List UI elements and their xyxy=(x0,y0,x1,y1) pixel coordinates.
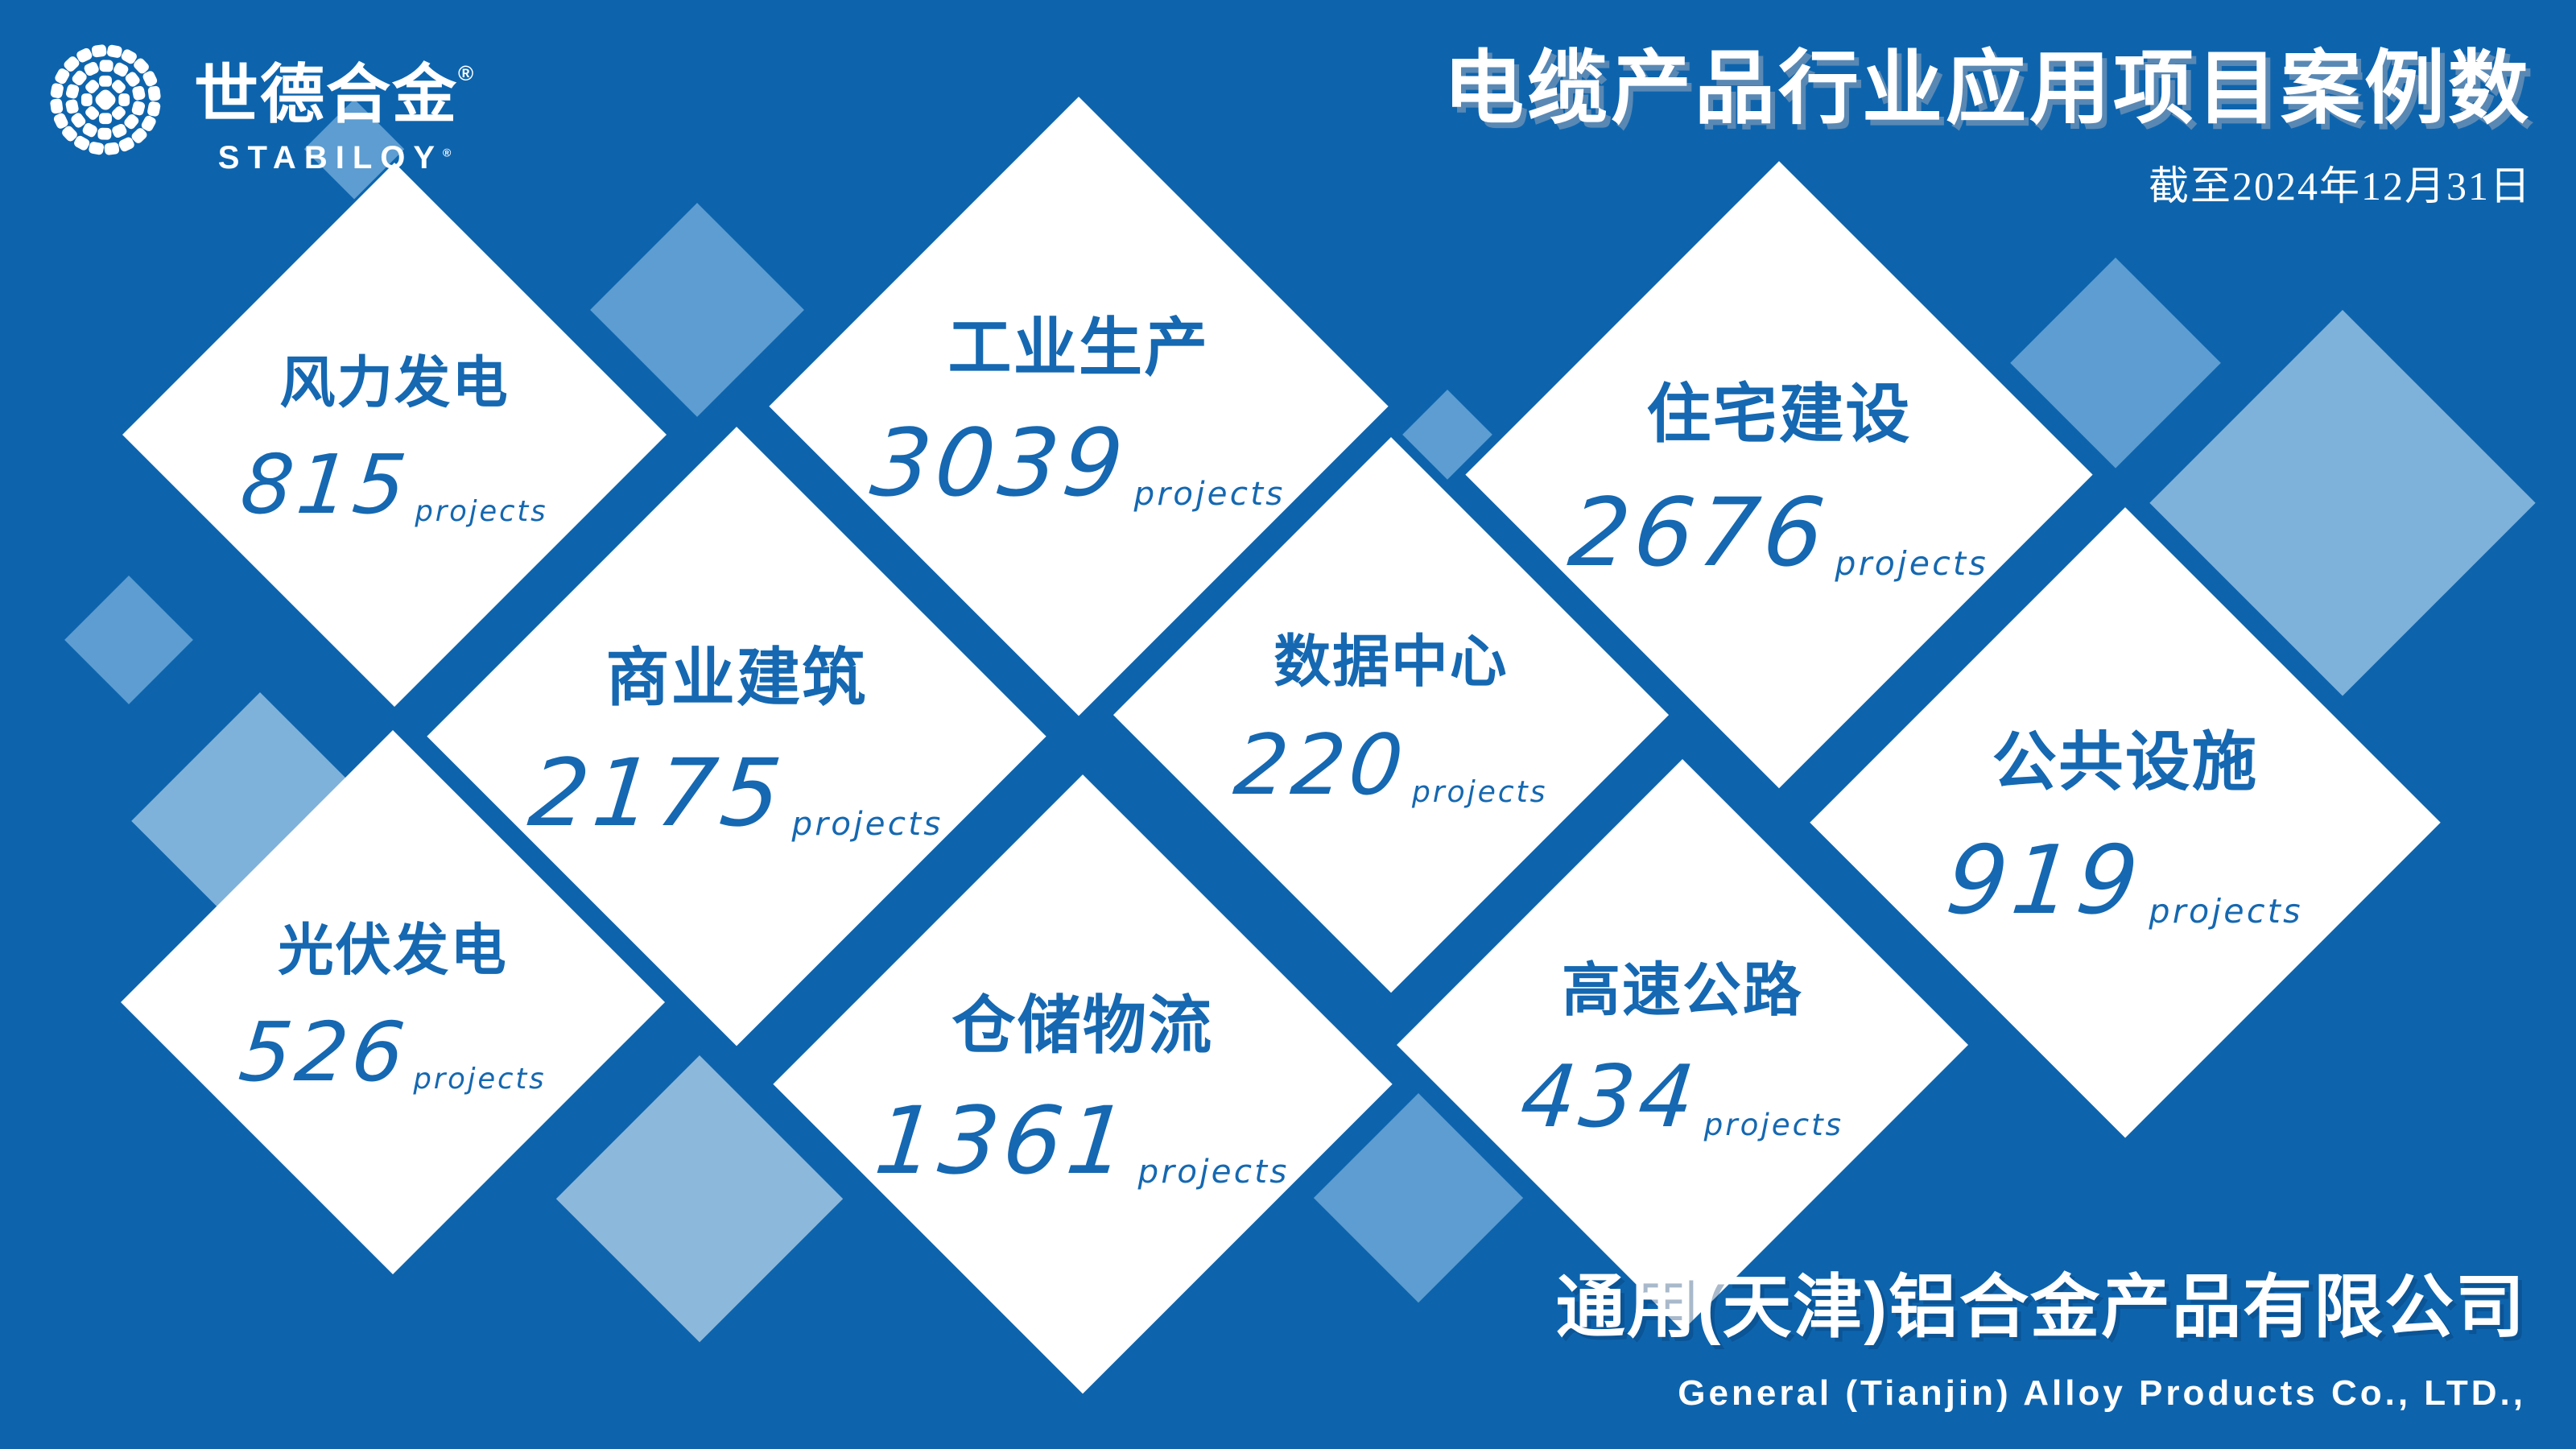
page-title: 电缆产品行业应用项目案例数 xyxy=(1443,43,2532,134)
sector-unit: projects xyxy=(1835,543,1988,583)
sector-value: 815 xyxy=(236,436,415,532)
sector-label: 数据中心 xyxy=(1274,629,1509,693)
sector-label: 工业生产 xyxy=(947,312,1210,384)
sector-label: 住宅建设 xyxy=(1646,378,1912,450)
sector-unit: projects xyxy=(2149,891,2303,931)
sector-value: 919 xyxy=(1941,825,2149,936)
sector-label: 仓储物流 xyxy=(952,990,1214,1062)
brand-name-en: STABILOY® xyxy=(217,140,452,175)
sector-unit: projects xyxy=(791,803,943,843)
sector-unit: projects xyxy=(1137,1151,1290,1191)
cable-cross-section-icon xyxy=(44,39,167,165)
sector-label: 高速公路 xyxy=(1562,958,1803,1024)
sector-value: 1361 xyxy=(870,1087,1137,1195)
footer-block: 通用(天津)铝合金产品有限公司 General (Tianjin) Alloy … xyxy=(1556,1250,2526,1414)
sector-unit: projects xyxy=(1411,774,1548,810)
sector-label: 商业建筑 xyxy=(605,642,868,714)
page-subtitle: 截至2024年12月31日 xyxy=(2149,163,2532,208)
company-name-en: General (Tianjin) Alloy Products Co., LT… xyxy=(1678,1373,2526,1413)
sector-unit: projects xyxy=(1133,473,1286,513)
sector-unit: projects xyxy=(415,494,548,528)
sector-value: 526 xyxy=(234,1004,413,1100)
sector-unit: projects xyxy=(413,1062,547,1096)
sector-value: 434 xyxy=(1516,1046,1703,1147)
sector-label: 风力发电 xyxy=(279,351,510,415)
sector-label: 公共设施 xyxy=(1992,725,2259,799)
sector-label: 光伏发电 xyxy=(278,919,508,982)
company-name-cn: 通用(天津)铝合金产品有限公司 xyxy=(1555,1269,2526,1346)
brand-block: 世德合金® STABILOY® xyxy=(44,39,475,176)
header-block: 电缆产品行业应用项目案例数 截至2024年12月31日 xyxy=(1443,23,2532,212)
brand-name-cn: 世德合金® xyxy=(194,59,476,130)
registered-mark: ® xyxy=(458,61,476,85)
sector-unit: projects xyxy=(1703,1106,1844,1142)
registered-mark: ® xyxy=(443,146,452,159)
